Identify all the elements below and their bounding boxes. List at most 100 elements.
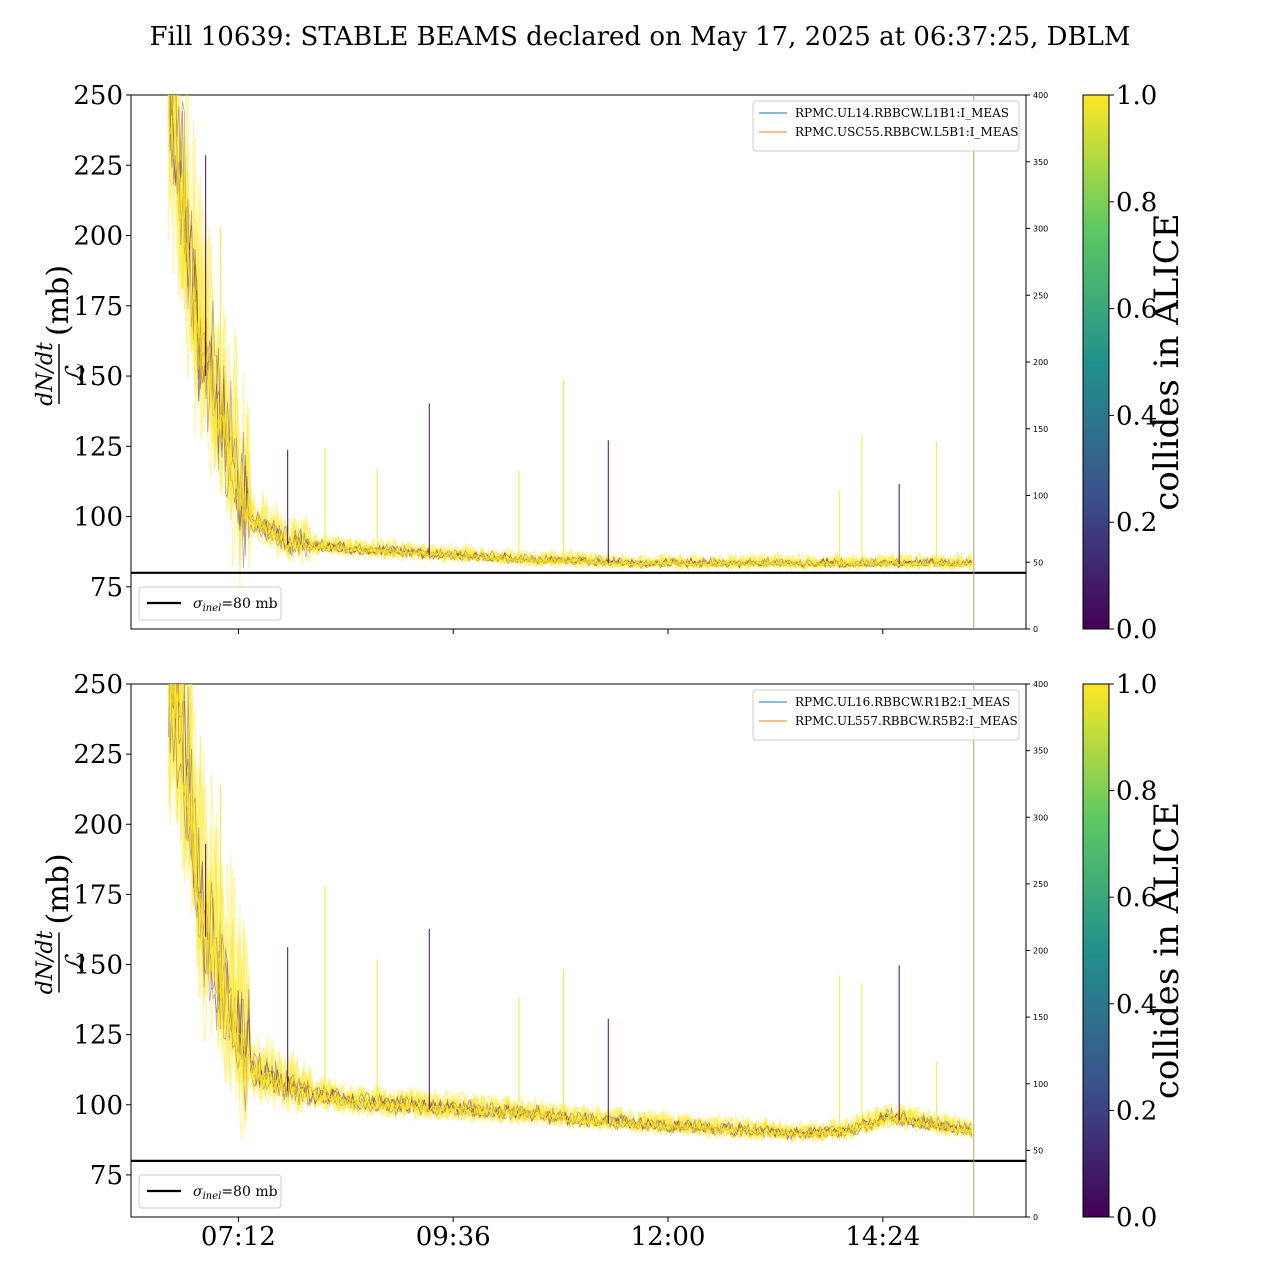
colorbar-tick-label: 0.4 [1116, 401, 1157, 431]
ytick-label: 75 [90, 573, 123, 603]
trace-line [168, 95, 973, 572]
sigma-legend-label: σinel=80 mb [193, 596, 278, 614]
colorbar-label: collides in ALICE [1147, 213, 1187, 510]
ytick-label: 225 [73, 740, 123, 770]
y2tick-label: 150 [1033, 425, 1048, 434]
colorbar-tick-label: 1.0 [1116, 670, 1157, 700]
sigma-subscript: inel [203, 603, 222, 614]
sigma-legend-box [138, 586, 282, 621]
series-traces [167, 95, 973, 592]
xtick-label: 12:00 [631, 1222, 706, 1252]
legend-label: RPMC.UL14.RBBCW.L1B1:I_MEAS [795, 106, 1009, 120]
legend-label: RPMC.UL557.RBBCW.R5B2:I_MEAS [795, 714, 1018, 728]
colorbar-tick-label: 0.2 [1116, 508, 1157, 538]
panel-top: 75 100 125 150 175 200 225 250 0 50 100 150 200 250 30… [33, 81, 1187, 645]
sigma-value: =80 mb [221, 596, 277, 612]
ytick-label: 125 [73, 1021, 123, 1051]
y2tick-label: 300 [1033, 813, 1048, 822]
ylabel-numerator: dN/dt [33, 342, 58, 406]
trace-line [172, 684, 973, 1144]
ylabel-unit: (mb) [41, 265, 76, 336]
xtick-label: 14:24 [845, 1222, 920, 1252]
ytick-label: 250 [73, 670, 123, 700]
y2tick-label: 250 [1033, 880, 1048, 889]
trace-line [167, 95, 973, 592]
y2tick-label: 400 [1033, 680, 1048, 689]
trace-line [167, 95, 973, 572]
colorbar-gradient [1082, 94, 1110, 630]
trace-line [167, 95, 973, 568]
y2tick-label: 350 [1033, 747, 1048, 756]
chart-panels: 75 100 125 150 175 200 225 250 0 50 100 150 200 250 30… [33, 81, 1187, 1252]
colorbar-tick-label: 0.8 [1116, 777, 1157, 807]
colorbar-tick-label: 1.0 [1116, 81, 1157, 111]
series-legend: RPMC.UL16.RBBCW.R1B2:I_MEAS RPMC.UL557.RB… [752, 689, 1020, 741]
series-legend: RPMC.UL14.RBBCW.L1B1:I_MEAS RPMC.USC55.RB… [752, 100, 1020, 152]
trace-line [170, 684, 973, 1139]
y2tick-label: 350 [1033, 158, 1048, 167]
sigma-subscript: inel [203, 1191, 222, 1202]
plot-frame [130, 94, 1027, 630]
ytick-label: 200 [73, 222, 123, 252]
sigma-legend-label: σinel=80 mb [193, 1184, 278, 1202]
y2tick-label: 150 [1033, 1013, 1048, 1022]
chart-title: Fill 10639: STABLE BEAMS declared on May… [150, 22, 1131, 52]
ytick-label: 175 [73, 292, 123, 322]
trace-line [167, 684, 973, 1143]
ytick-label: 150 [73, 951, 123, 981]
colorbar-tick-label: 0.6 [1116, 295, 1157, 325]
ytick-label: 75 [90, 1161, 123, 1191]
colorbar-tick-label: 0.4 [1116, 990, 1157, 1020]
y2tick-label: 300 [1033, 225, 1048, 234]
y2tick-label: 250 [1033, 291, 1048, 300]
ylabel-unit: (mb) [41, 853, 76, 924]
ytick-label: 225 [73, 151, 123, 181]
trace-line [171, 95, 973, 574]
ytick-label: 125 [73, 432, 123, 462]
y2tick-label: 100 [1033, 1080, 1048, 1089]
y2tick-label: 100 [1033, 492, 1048, 501]
trace-line [169, 684, 973, 1141]
ytick-label: 100 [73, 1091, 123, 1121]
series-traces [167, 684, 973, 1146]
trace-line [169, 95, 973, 572]
colorbar-tick-label: 0.0 [1116, 1203, 1157, 1233]
sigma-symbol: σ [193, 1184, 203, 1200]
trace-line [168, 95, 973, 570]
sigma-value: =80 mb [221, 1184, 277, 1200]
colorbar-gradient [1082, 683, 1110, 1218]
colorbar: 0.0 0.2 0.4 0.6 0.8 1.0 collides in ALICE [1082, 670, 1187, 1233]
trace-line [167, 95, 973, 568]
trace-line [167, 95, 973, 572]
trace-line [169, 684, 973, 1142]
colorbar-tick-label: 0.8 [1116, 188, 1157, 218]
panel-bottom: 75 100 125 150 175 200 225 250 0 50 100 150 200 250 30… [33, 670, 1187, 1252]
sigma-legend: σinel=80 mb [138, 586, 282, 621]
y2tick-label: 200 [1033, 947, 1048, 956]
ytick-label: 250 [73, 81, 123, 111]
sigma-legend: σinel=80 mb [138, 1174, 282, 1209]
ylabel-denominator: ℒ [61, 363, 91, 383]
y2tick-label: 50 [1033, 558, 1043, 567]
colorbar-tick-label: 0.6 [1116, 883, 1157, 913]
legend-label: RPMC.UL16.RBBCW.R1B2:I_MEAS [795, 695, 1010, 709]
ytick-label: 150 [73, 362, 123, 392]
ytick-label: 200 [73, 810, 123, 840]
plot-frame [130, 683, 1027, 1218]
y2tick-label: 200 [1033, 358, 1048, 367]
ytick-label: 175 [73, 880, 123, 910]
trace-line [169, 684, 973, 1146]
y2tick-label: 50 [1033, 1146, 1043, 1155]
trace-line [170, 95, 973, 569]
y-axis-label: dN/dt ℒ (mb) [33, 853, 91, 994]
y2tick-label: 0 [1033, 1213, 1038, 1222]
sigma-symbol: σ [193, 596, 203, 612]
trace-line [168, 95, 973, 573]
colorbar-tick-label: 0.2 [1116, 1096, 1157, 1126]
legend-box [752, 689, 1020, 741]
colorbar-tick-label: 0.0 [1116, 615, 1157, 645]
ylabel-denominator: ℒ [61, 952, 91, 972]
colorbar-label-group: collides in ALICE [1147, 213, 1187, 510]
ytick-label: 100 [73, 503, 123, 533]
